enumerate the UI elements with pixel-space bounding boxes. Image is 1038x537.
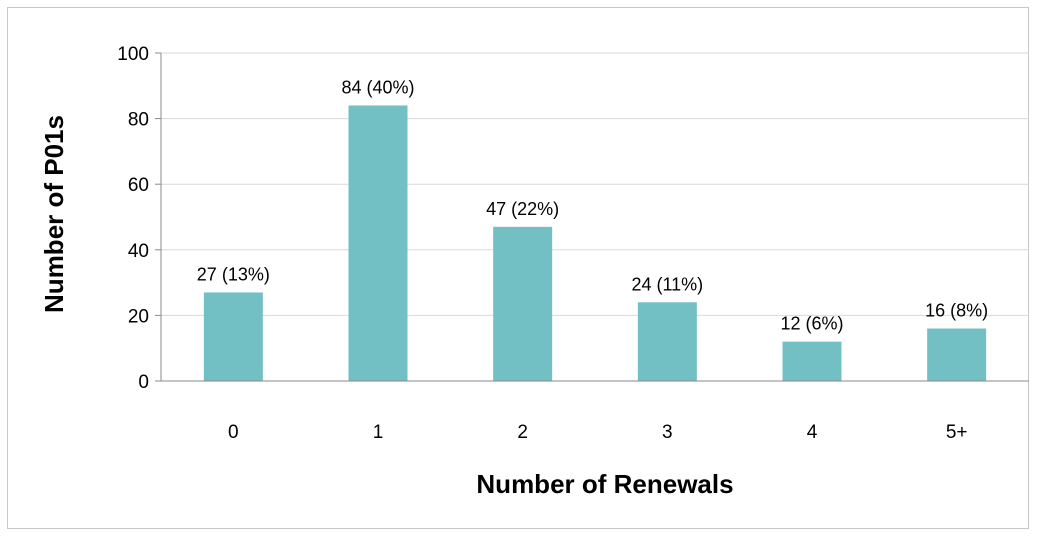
data-label: 84 (40%): [341, 77, 414, 97]
data-label: 12 (6%): [780, 314, 843, 334]
y-tick-label: 100: [117, 44, 149, 65]
bar-4: [782, 341, 842, 381]
x-axis-title: Number of Renewals: [476, 469, 733, 499]
chart-frame: 0 20 40 60 80 100 27 (13%) 0 84 (40%) 1 47 (22%) 2 2…: [7, 7, 1029, 529]
y-tick-label: 0: [138, 372, 149, 393]
x-tick-label: 3: [662, 422, 673, 443]
y-axis-title: Number of P01s: [39, 115, 69, 313]
data-label: 24 (11%): [631, 274, 703, 294]
bars: [203, 105, 987, 381]
data-label: 16 (8%): [925, 301, 988, 321]
data-label: 27 (13%): [197, 264, 270, 284]
x-tick-label: 5+: [946, 422, 968, 443]
bar-3: [637, 302, 697, 381]
y-tick-label: 60: [128, 175, 149, 196]
x-tick-label: 1: [373, 422, 384, 443]
axes: [155, 52, 1029, 382]
bar-0: [203, 292, 263, 381]
bar-2: [493, 226, 553, 381]
y-tick-label: 20: [128, 306, 149, 327]
x-tick-label: 0: [228, 422, 239, 443]
labels: 0 20 40 60 80 100 27 (13%) 0 84 (40%) 1 47 (22%) 2 2…: [117, 44, 988, 443]
x-tick-label: 2: [517, 422, 528, 443]
x-tick-label: 4: [807, 422, 818, 443]
bar-1: [348, 105, 408, 381]
data-label: 47 (22%): [486, 199, 559, 219]
y-tick-label: 80: [128, 110, 149, 131]
y-tick-label: 40: [128, 241, 149, 262]
gridlines: [161, 52, 1029, 316]
bar-chart: 0 20 40 60 80 100 27 (13%) 0 84 (40%) 1 47 (22%) 2 2…: [39, 44, 1029, 499]
bar-5plus: [927, 328, 987, 381]
